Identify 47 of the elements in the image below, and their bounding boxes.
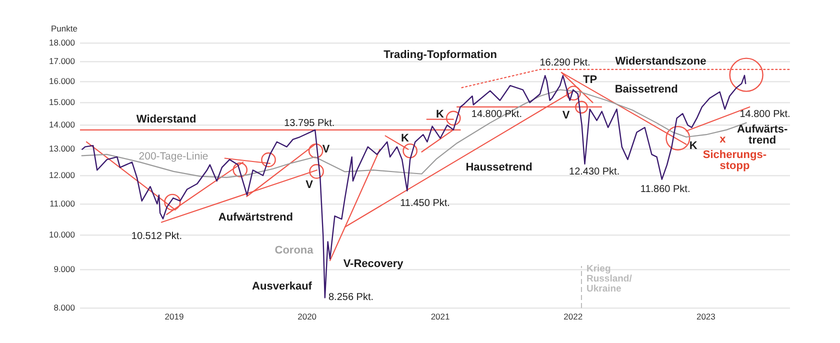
annotation: Haussetrend (466, 162, 532, 174)
x-tick-label: 2021 (430, 311, 450, 322)
annotation: 13.795 Pkt. (284, 118, 335, 130)
y-tick-label: 11.000 (50, 198, 76, 208)
annotation: Baissetrend (614, 83, 678, 96)
annotation: V (322, 143, 330, 156)
x-tick-label: 2020 (298, 311, 317, 322)
y-tick-label: 10.000 (49, 229, 76, 240)
y-tick-label: 16.000 (49, 76, 76, 86)
annotation: Aufwärtstrend (218, 212, 293, 224)
annotation: 10.512 Pkt. (131, 230, 182, 242)
annotation: 8.256 Pkt. (328, 292, 374, 304)
y-tick-label: 17.000 (49, 56, 76, 66)
annotation: V-Recovery (343, 258, 404, 270)
x-tick-label: 2022 (564, 311, 583, 322)
x-tick-label: 2023 (696, 311, 716, 322)
y-tick-label: 13.000 (49, 144, 76, 154)
y-tick-label: 12.000 (49, 170, 76, 180)
y-tick-label: 8.000 (54, 302, 76, 312)
ref-line-label: Krieg Russland/ Ukraine (586, 263, 632, 294)
y-axis-title: Punkte (51, 23, 78, 34)
series-label: 200-Tage-Linie (138, 150, 208, 162)
annotation: Sicherungs- stopp (702, 148, 767, 172)
annotation: x (720, 133, 727, 146)
y-tick-label: 9.000 (54, 264, 76, 274)
annotation: K (436, 108, 444, 120)
annotation: V (306, 179, 314, 192)
x-tick-label: 2019 (164, 311, 184, 322)
y-tick-label: 15.000 (49, 96, 76, 107)
annotation: Trading-Topformation (384, 49, 498, 62)
annotation: K (401, 132, 410, 144)
annotation: 11.860 Pkt. (640, 184, 690, 196)
annotation: Widerstand (136, 113, 196, 126)
annotation: 14.800 Pkt. (740, 108, 790, 120)
y-tick-label: 14.000 (49, 119, 76, 130)
annotation: TP (582, 74, 598, 86)
annotation: Ausverkauf (252, 280, 312, 293)
y-tick-label: 18.000 (49, 37, 76, 48)
annotation: K (689, 140, 698, 152)
annotation: 14.800 Pkt. (471, 109, 522, 120)
annotation: Aufwärts- trend (736, 124, 788, 147)
annotation: Corona (274, 244, 314, 257)
annotation: 11.450 Pkt. (400, 198, 450, 210)
annotation: V (562, 110, 570, 122)
annotation: 12.430 Pkt. (569, 166, 620, 178)
annotation: 16.290 Pkt. (540, 57, 590, 68)
annotation: Widerstandszone (615, 56, 706, 68)
